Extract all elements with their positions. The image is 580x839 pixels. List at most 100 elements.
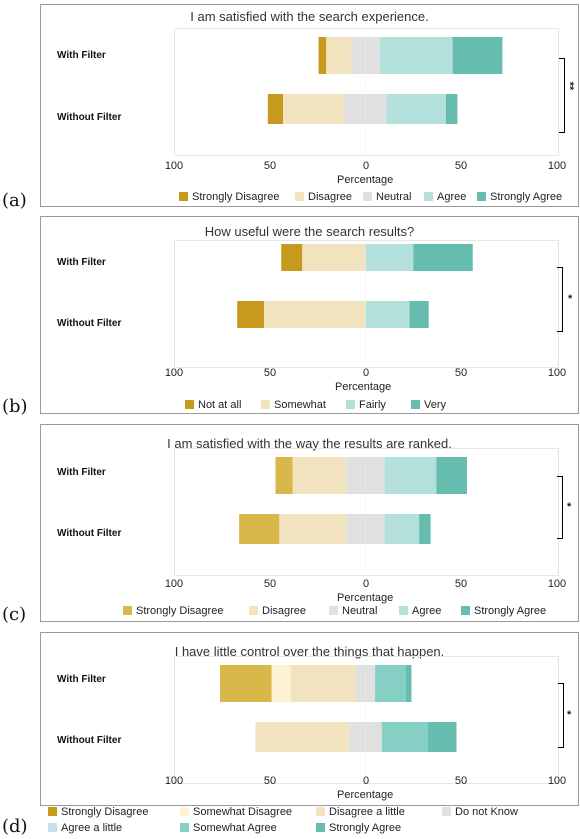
legend-swatch	[180, 823, 189, 832]
legend-item: Disagree a little	[316, 806, 405, 818]
legend-swatch	[48, 823, 57, 832]
legend-swatch	[295, 192, 304, 201]
legend-text: Disagree	[308, 191, 352, 203]
bar-segment	[272, 665, 291, 702]
legend-item: Agree a little	[48, 822, 122, 834]
legend-swatch	[461, 606, 470, 615]
legend-text: Strongly Disagree	[61, 806, 148, 818]
legend-item: Fairly	[346, 399, 386, 411]
legend-swatch	[346, 400, 355, 409]
bar-segment	[366, 301, 410, 328]
legend-text: Agree	[412, 605, 441, 617]
legend-text: Strongly Disagree	[136, 605, 223, 617]
x-tick-label: 0	[346, 160, 386, 172]
x-tick-label: 100	[537, 578, 577, 590]
x-tick-label: 50	[250, 578, 290, 590]
legend-item: Somewhat Disagree	[180, 806, 292, 818]
legend: Strongly Disagree Disagree Neutral Agree…	[41, 191, 578, 205]
panel-label: (c)	[2, 604, 26, 625]
legend-item: Disagree	[249, 605, 306, 617]
bar-segment	[302, 244, 365, 271]
x-tick-label: 100	[537, 367, 577, 379]
bar-segment	[326, 37, 351, 74]
bar-segment	[239, 514, 279, 544]
bar-segment	[436, 457, 467, 494]
legend-item: Neutral	[363, 191, 411, 203]
panel-label: (a)	[2, 190, 27, 211]
legend-swatch	[180, 807, 189, 816]
bar-segment	[319, 37, 327, 74]
significance-bracket	[558, 683, 564, 748]
bar-segment	[237, 301, 264, 328]
x-axis-label: Percentage	[335, 381, 391, 393]
legend: Strongly Disagree Disagree Neutral Agree…	[41, 605, 578, 619]
legend-item: Not at all	[185, 399, 241, 411]
x-tick-label: 100	[154, 578, 194, 590]
significance-marker: *	[567, 501, 571, 513]
bar-segment	[428, 722, 457, 752]
significance-marker: *	[567, 709, 571, 721]
legend-item: Strongly Disagree	[179, 191, 279, 203]
chart-panel-d: I have little control over the things th…	[40, 632, 579, 806]
x-tick-label: 100	[154, 367, 194, 379]
legend-swatch	[363, 192, 372, 201]
legend-text: Neutral	[376, 191, 411, 203]
legend-swatch	[48, 807, 57, 816]
x-tick-label: 50	[250, 775, 290, 787]
bar-segment	[410, 301, 429, 328]
legend-item: Strongly Agree	[477, 191, 562, 203]
legend-text: Somewhat	[274, 399, 326, 411]
significance-marker: *	[568, 293, 572, 305]
legend-swatch	[261, 400, 270, 409]
chart-panel-a: I am satisfied with the search experienc…	[40, 4, 579, 207]
legend-item: Agree	[399, 605, 441, 617]
bar-segment	[387, 94, 446, 124]
x-tick-label: 100	[537, 160, 577, 172]
legend-item: Very	[411, 399, 446, 411]
legend-swatch	[249, 606, 258, 615]
bars-svg	[41, 217, 578, 413]
x-axis-label: Percentage	[337, 174, 393, 186]
legend-item: Strongly Agree	[316, 822, 401, 834]
legend-item: Do not Know	[442, 806, 518, 818]
legend-item: Neutral	[329, 605, 377, 617]
significance-bracket	[557, 267, 563, 332]
legend-text: Not at all	[198, 399, 241, 411]
bar-segment	[275, 457, 292, 494]
bars-svg	[41, 633, 578, 805]
legend-swatch	[329, 606, 338, 615]
legend-text: Somewhat Agree	[193, 822, 277, 834]
panel-label: (d)	[2, 816, 28, 837]
x-tick-label: 100	[154, 160, 194, 172]
legend-text: Strongly Agree	[474, 605, 546, 617]
legend-text: Strongly Disagree	[192, 191, 279, 203]
x-tick-label: 50	[250, 160, 290, 172]
legend-text: Very	[424, 399, 446, 411]
legend: Strongly Disagree Somewhat Disagree Disa…	[44, 806, 578, 838]
legend-item: Strongly Disagree	[123, 605, 223, 617]
x-tick-label: 0	[346, 578, 386, 590]
legend-text: Do not Know	[455, 806, 518, 818]
significance-bracket	[559, 58, 565, 133]
legend: Not at all Somewhat Fairly Very	[41, 399, 578, 413]
x-tick-label: 50	[441, 578, 481, 590]
legend-swatch	[477, 192, 486, 201]
panel-label: (b)	[2, 396, 28, 417]
legend-text: Agree	[437, 191, 466, 203]
chart-panel-c: I am satisfied with the way the results …	[40, 424, 579, 622]
legend-text: Agree a little	[61, 822, 122, 834]
legend-item: Strongly Agree	[461, 605, 546, 617]
x-tick-label: 100	[537, 775, 577, 787]
legend-item: Strongly Disagree	[48, 806, 148, 818]
x-tick-label: 100	[154, 775, 194, 787]
x-tick-label: 50	[441, 160, 481, 172]
x-tick-label: 0	[346, 367, 386, 379]
bar-segment	[279, 514, 346, 544]
bar-segment	[283, 94, 344, 124]
bar-segment	[406, 665, 412, 702]
bar-segment	[268, 94, 283, 124]
bar-segment	[293, 457, 347, 494]
legend-text: Neutral	[342, 605, 377, 617]
legend-text: Disagree a little	[329, 806, 405, 818]
bar-segment	[453, 37, 503, 74]
